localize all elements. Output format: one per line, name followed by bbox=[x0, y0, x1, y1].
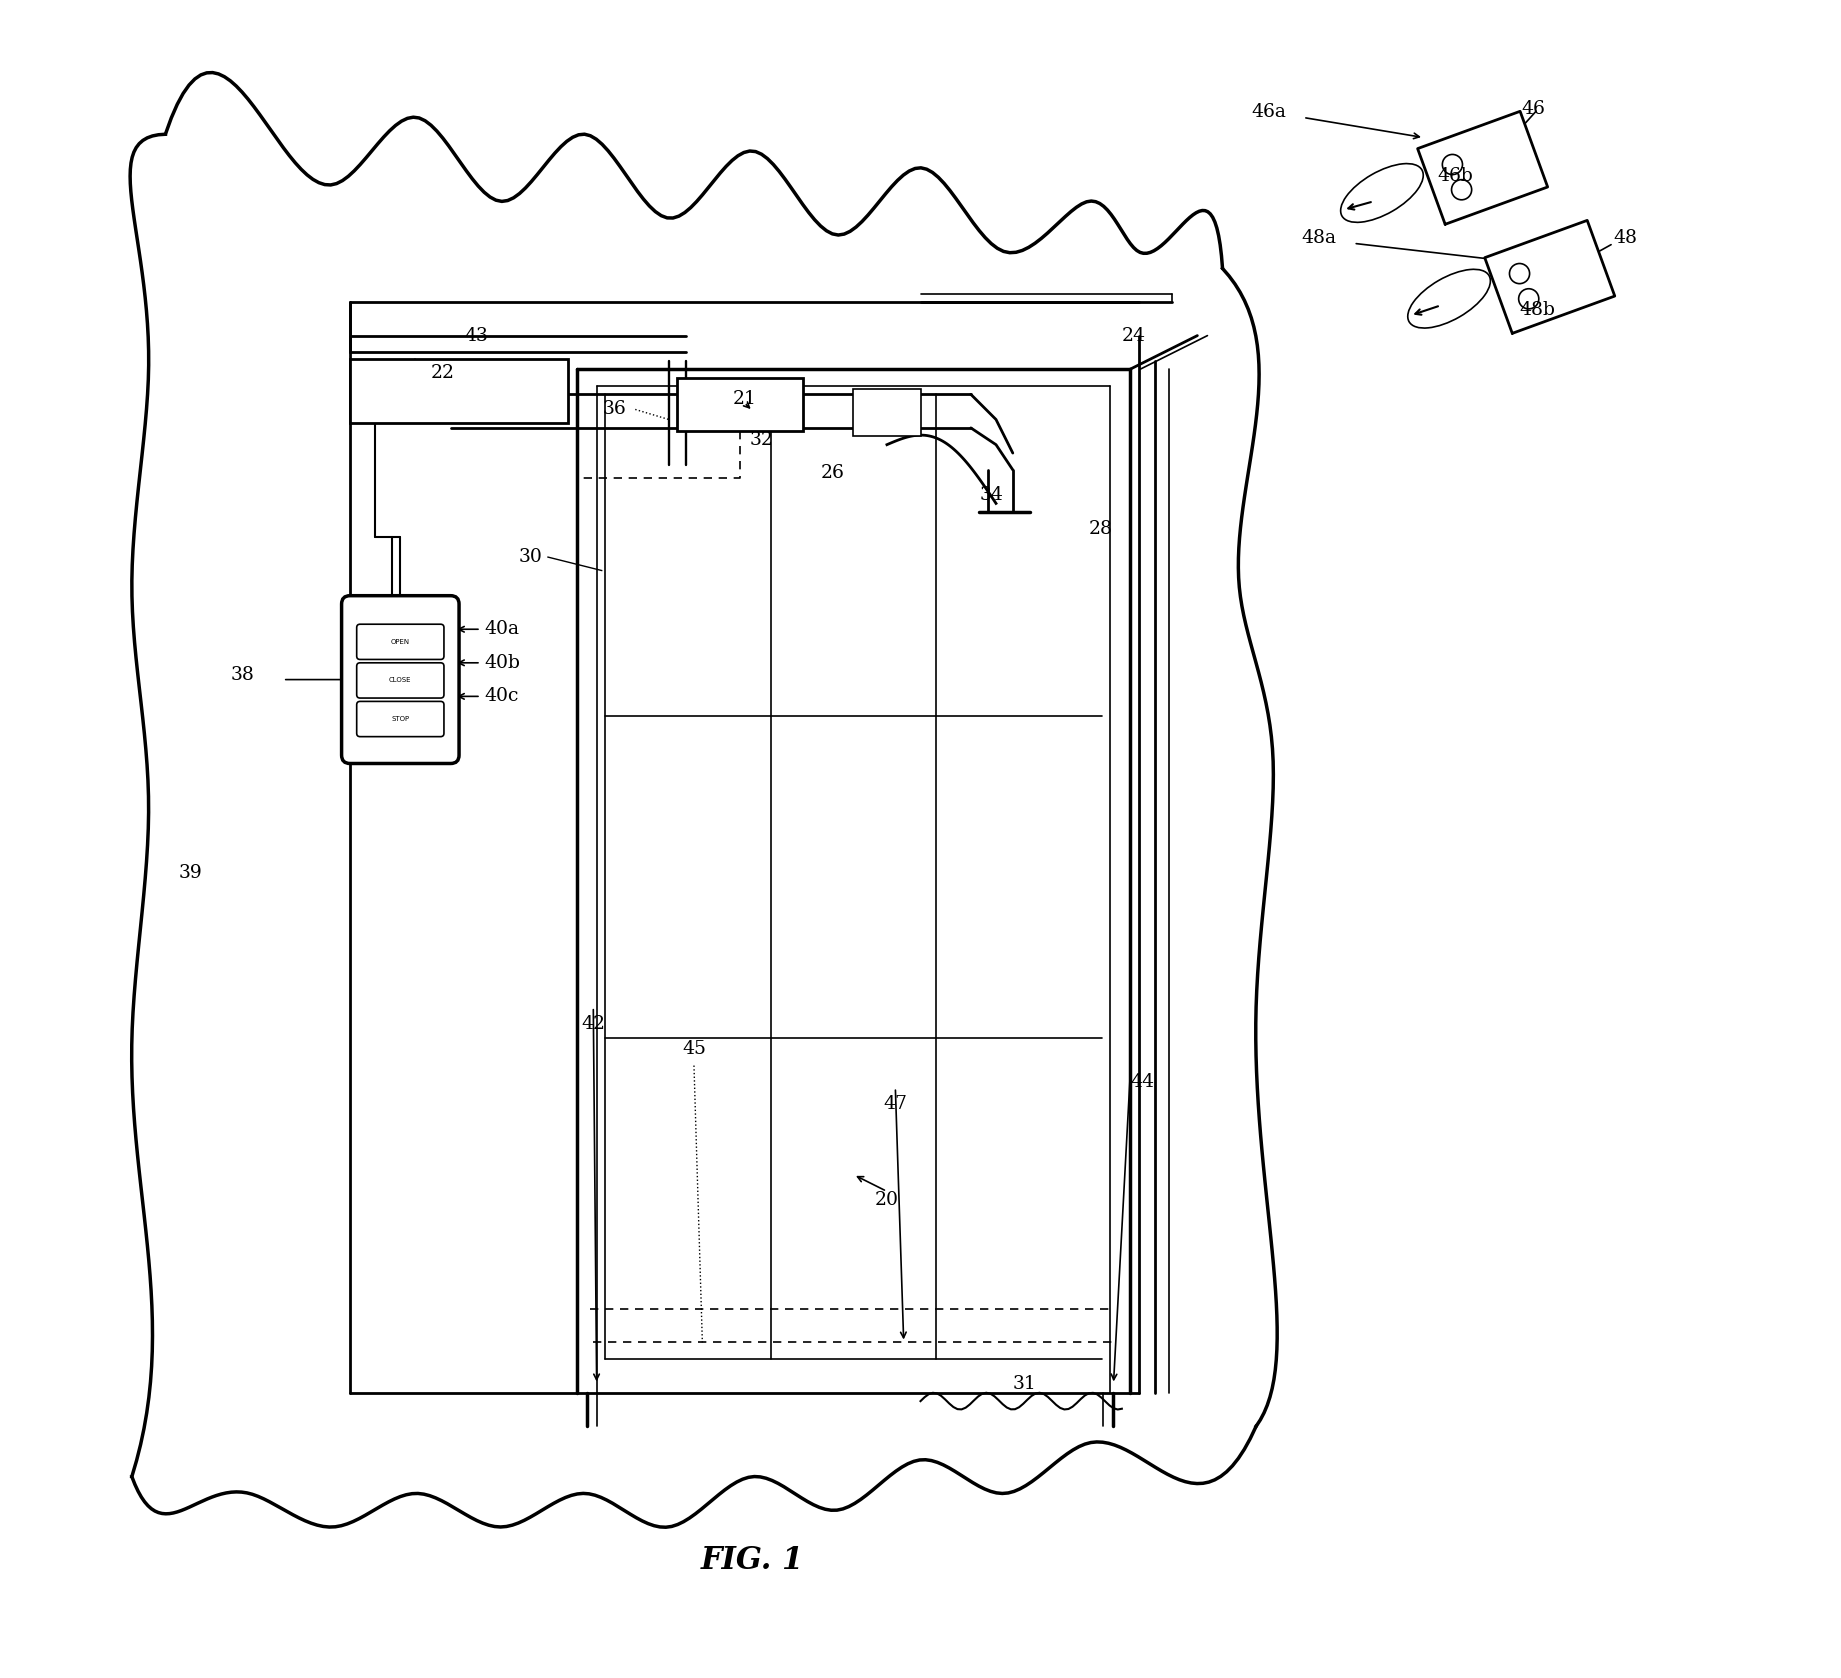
Text: 48b: 48b bbox=[1519, 302, 1556, 319]
Polygon shape bbox=[1418, 111, 1548, 225]
Bar bbox=[350, 359, 569, 423]
Text: 36: 36 bbox=[604, 401, 626, 418]
Text: 46b: 46b bbox=[1438, 168, 1473, 185]
Bar bbox=[677, 378, 803, 431]
Text: 26: 26 bbox=[821, 465, 845, 482]
FancyBboxPatch shape bbox=[357, 701, 444, 737]
Text: 21: 21 bbox=[733, 391, 757, 408]
Text: 20: 20 bbox=[874, 1191, 898, 1208]
FancyBboxPatch shape bbox=[357, 624, 444, 659]
Text: 48a: 48a bbox=[1302, 230, 1337, 247]
Polygon shape bbox=[1484, 220, 1615, 334]
Text: 40a: 40a bbox=[484, 621, 519, 638]
Text: 40c: 40c bbox=[484, 688, 519, 705]
Text: 31: 31 bbox=[1013, 1376, 1036, 1393]
Text: 48: 48 bbox=[1613, 230, 1637, 247]
Bar bbox=[854, 389, 920, 436]
Text: 30: 30 bbox=[519, 549, 543, 565]
Text: 44: 44 bbox=[1130, 1074, 1154, 1091]
Text: STOP: STOP bbox=[392, 717, 409, 722]
Text: OPEN: OPEN bbox=[390, 639, 411, 644]
Text: 34: 34 bbox=[979, 487, 1003, 503]
Text: 22: 22 bbox=[431, 364, 455, 381]
Text: 47: 47 bbox=[884, 1096, 908, 1113]
FancyBboxPatch shape bbox=[342, 596, 458, 763]
Text: 42: 42 bbox=[582, 1015, 606, 1032]
Text: 28: 28 bbox=[1088, 520, 1112, 537]
Text: CLOSE: CLOSE bbox=[388, 678, 412, 683]
Text: 45: 45 bbox=[681, 1040, 705, 1057]
Text: 32: 32 bbox=[749, 431, 773, 448]
Text: 38: 38 bbox=[230, 666, 254, 683]
Text: 43: 43 bbox=[464, 327, 488, 344]
Text: FIG. 1: FIG. 1 bbox=[701, 1545, 805, 1576]
Text: 46: 46 bbox=[1521, 101, 1545, 117]
Text: 40b: 40b bbox=[484, 654, 521, 671]
FancyBboxPatch shape bbox=[357, 663, 444, 698]
Text: 46a: 46a bbox=[1252, 104, 1287, 121]
Text: 24: 24 bbox=[1121, 327, 1145, 344]
Text: 39: 39 bbox=[179, 864, 203, 881]
